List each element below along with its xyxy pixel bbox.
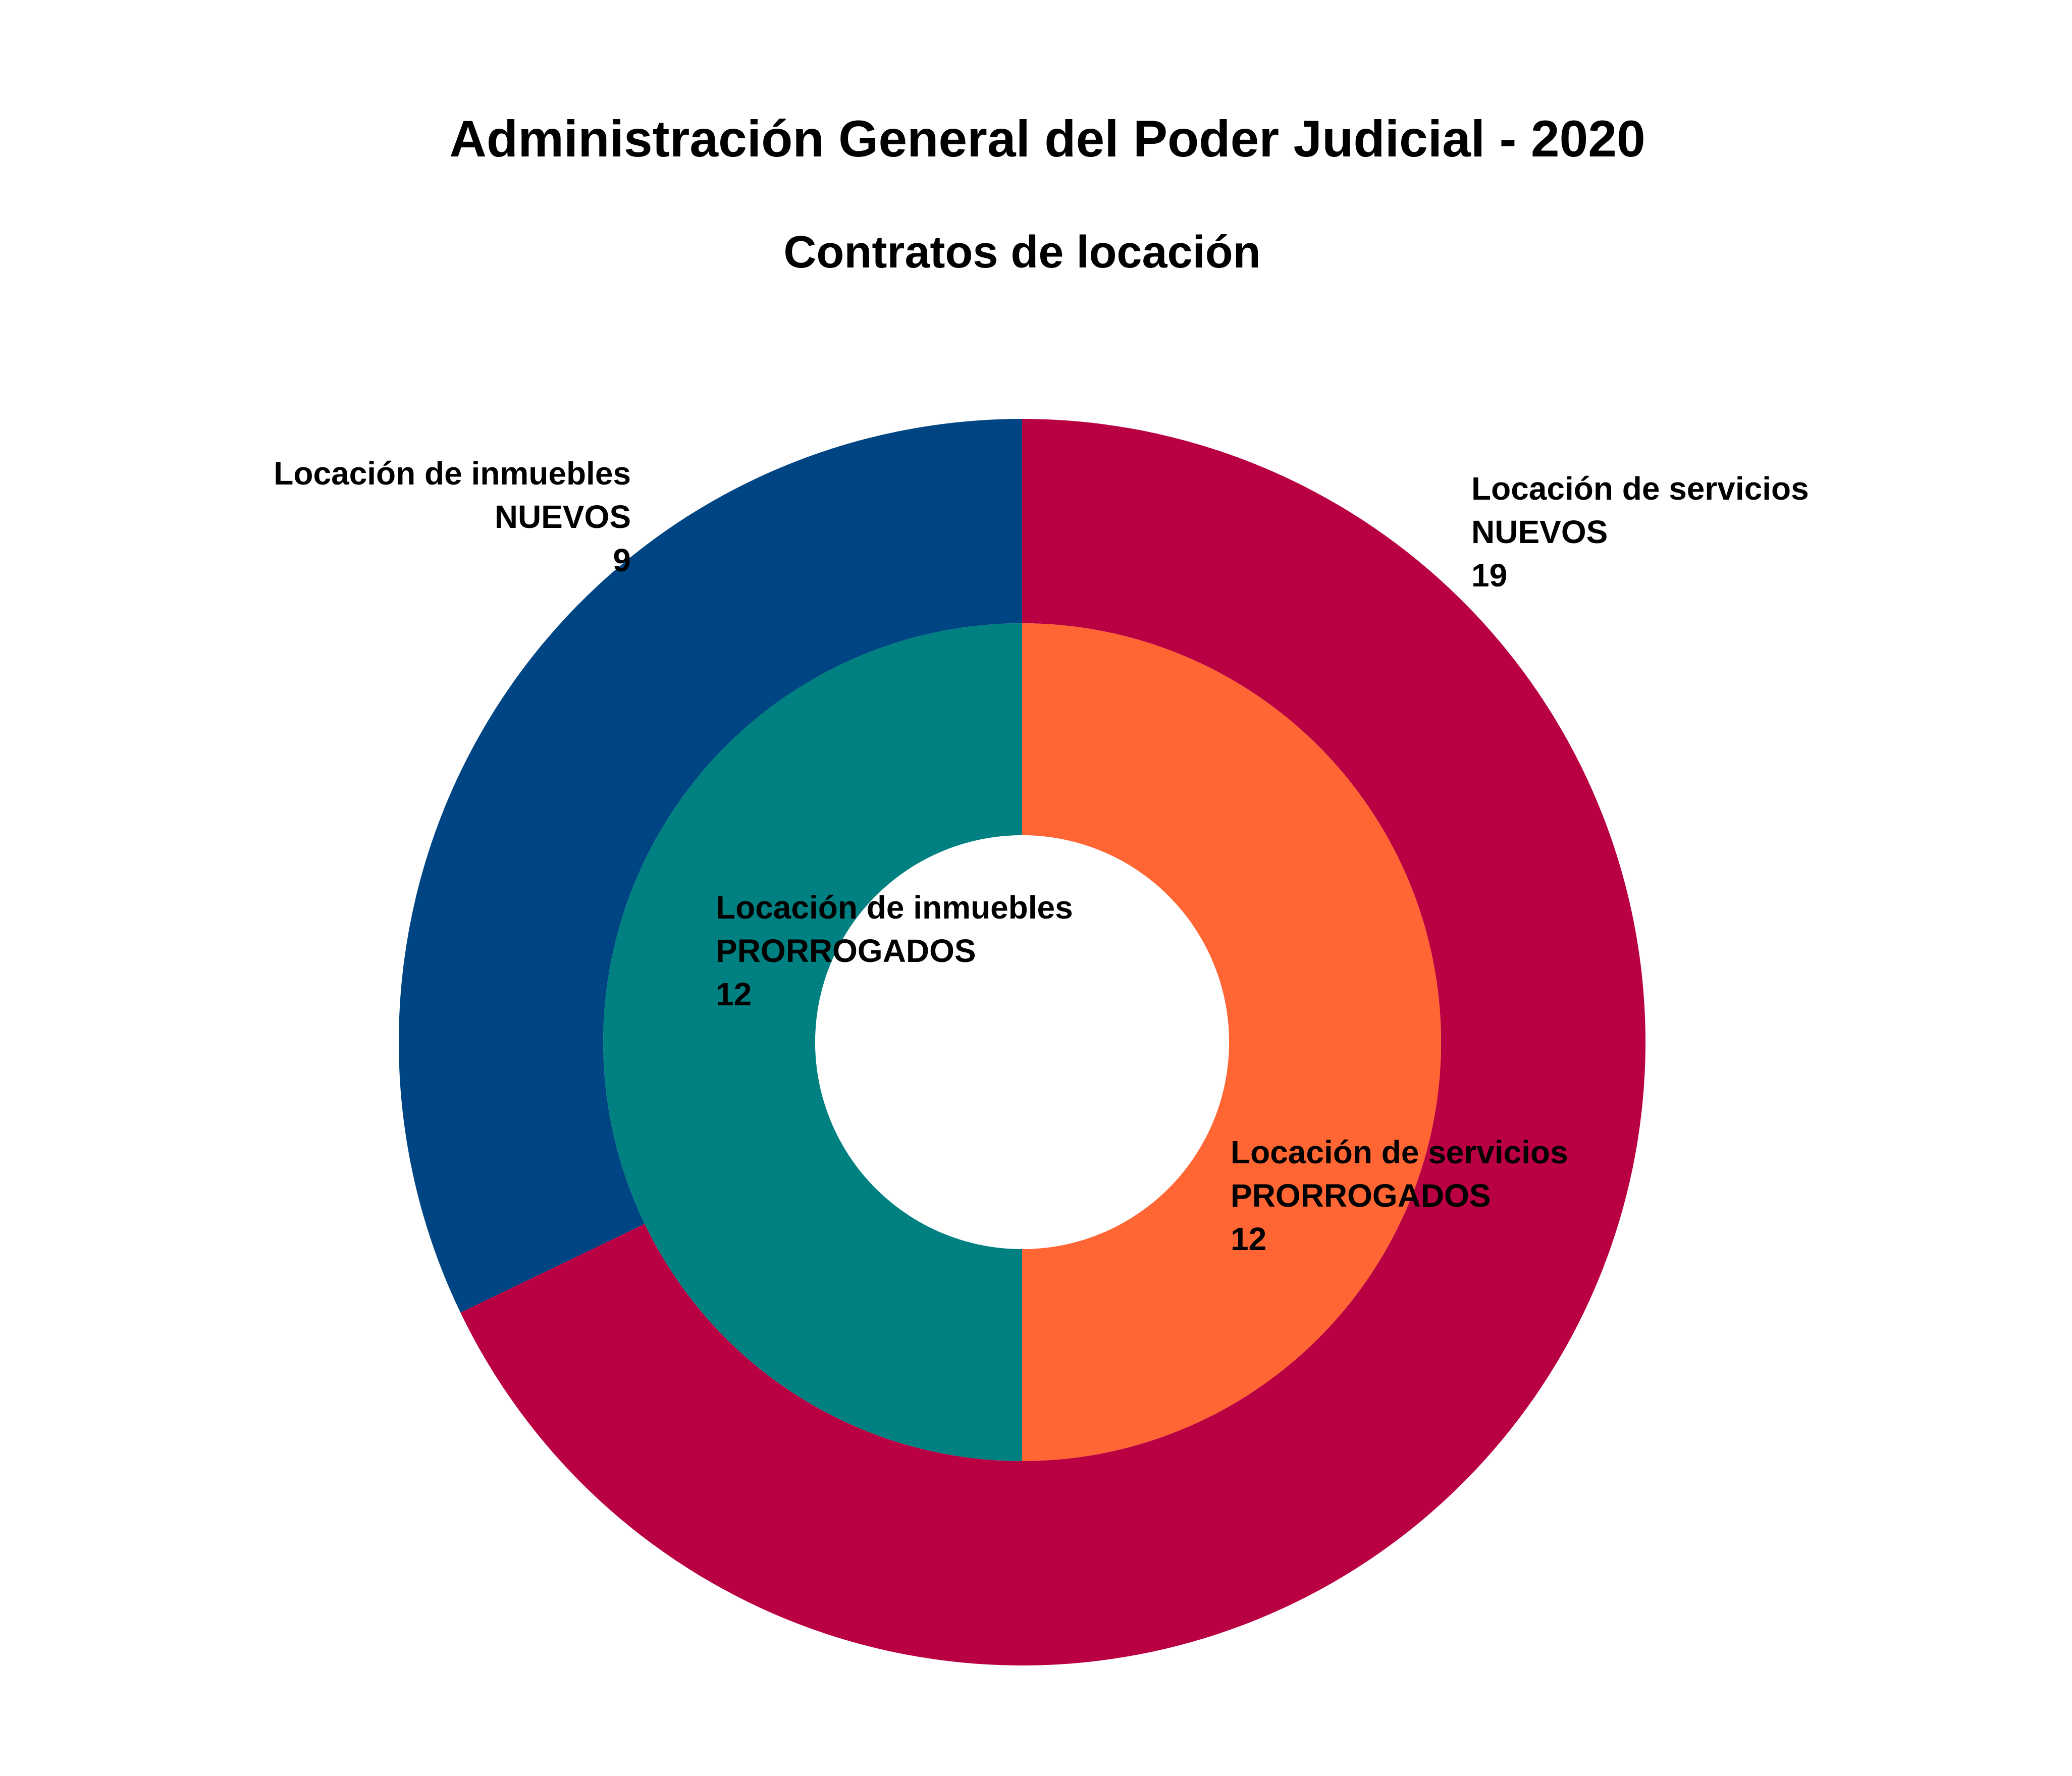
- inner-label-2-line2: PRORROGADOS: [1231, 1177, 1491, 1214]
- inner-label-1-value: 12: [716, 976, 752, 1012]
- inner-label-1-line1: Locación de inmuebles: [716, 889, 1073, 926]
- slice-labels: Locación de inmuebles NUEVOS 9 Locación de …: [274, 455, 1809, 1257]
- outer-label-1-value: 9: [613, 542, 631, 578]
- inner-slice-1: [603, 623, 1022, 1461]
- outer-label-2-line1: Locación de servicios: [1471, 470, 1809, 507]
- chart-subtitle: Contratos de locación: [783, 227, 1260, 278]
- outer-label-1-line1: Locación de inmuebles: [274, 455, 631, 492]
- inner-label-1-line2: PRORROGADOS: [716, 933, 976, 969]
- inner-slice-2: [1022, 623, 1441, 1461]
- donut-hole: [815, 835, 1229, 1249]
- outer-slice-2: [460, 419, 1646, 1665]
- outer-label-1-line2: NUEVOS: [495, 499, 631, 535]
- outer-ring: [399, 419, 1646, 1665]
- outer-label-2-line2: NUEVOS: [1471, 514, 1608, 550]
- inner-label-2-value: 12: [1231, 1221, 1266, 1257]
- inner-ring: [603, 623, 1441, 1461]
- inner-label-2-line1: Locación de servicios: [1231, 1134, 1568, 1170]
- outer-slice-1: [399, 419, 1022, 1313]
- chart-title: Administración General del Poder Judicia…: [449, 110, 1645, 168]
- outer-label-2-value: 19: [1471, 557, 1507, 594]
